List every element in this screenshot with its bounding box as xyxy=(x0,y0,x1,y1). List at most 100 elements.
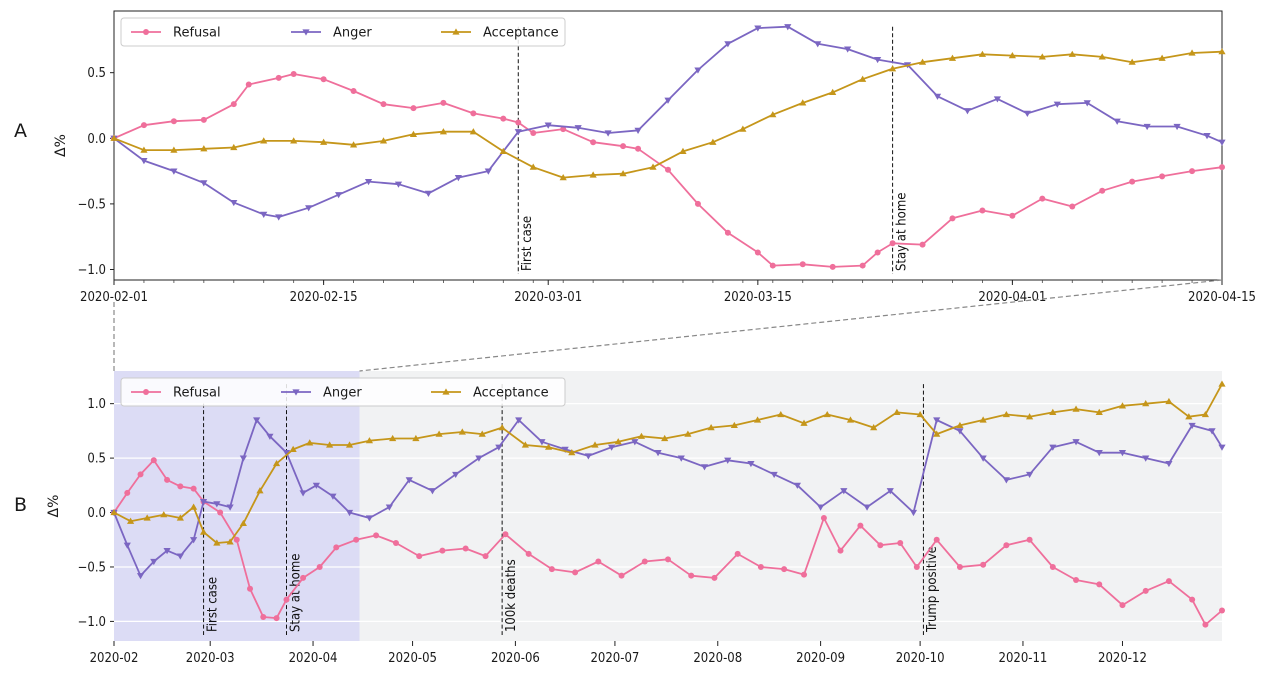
data-point-anger xyxy=(140,157,148,165)
data-point-acceptance xyxy=(846,416,855,423)
event-label: Stay at home xyxy=(894,193,909,271)
data-point-acceptance xyxy=(1095,408,1103,415)
data-point-acceptance xyxy=(1002,410,1010,418)
data-point-refusal xyxy=(333,544,340,551)
data-point-acceptance xyxy=(289,445,297,452)
data-point-refusal xyxy=(1069,203,1076,210)
data-point-acceptance xyxy=(753,416,762,423)
data-point-refusal xyxy=(502,531,509,538)
plot-area xyxy=(114,11,1222,280)
data-point-anger xyxy=(515,417,523,424)
data-point-refusal xyxy=(353,536,360,543)
legend-marker-acceptance xyxy=(452,28,460,35)
data-point-acceptance xyxy=(349,141,358,148)
data-point-refusal xyxy=(350,88,357,95)
data-point-anger xyxy=(170,168,178,175)
data-point-anger xyxy=(385,504,393,511)
data-point-acceptance xyxy=(110,134,118,141)
data-point-refusal xyxy=(290,70,297,77)
data-point-acceptance xyxy=(948,54,957,61)
data-point-anger xyxy=(239,455,247,462)
data-point-refusal xyxy=(150,457,157,464)
data-point-anger xyxy=(484,168,492,175)
data-point-anger xyxy=(190,537,198,544)
data-point-acceptance xyxy=(684,430,692,437)
data-point-acceptance xyxy=(777,410,785,418)
data-point-acceptance xyxy=(1118,402,1127,409)
data-point-refusal xyxy=(1003,542,1010,549)
data-point-acceptance xyxy=(933,430,941,437)
data-point-refusal xyxy=(482,553,489,560)
data-point-refusal xyxy=(829,263,836,270)
data-point-refusal xyxy=(300,574,307,581)
data-point-refusal xyxy=(734,550,741,557)
x-tick-label: 2020-03-15 xyxy=(724,290,792,305)
data-point-anger xyxy=(677,455,685,462)
data-point-refusal xyxy=(595,558,602,565)
data-point-refusal xyxy=(470,110,477,117)
data-point-acceptance xyxy=(870,424,878,431)
data-point-refusal xyxy=(757,563,764,570)
data-point-anger xyxy=(933,417,941,424)
data-point-refusal xyxy=(515,119,522,126)
data-point-refusal xyxy=(275,74,282,81)
data-point-refusal xyxy=(877,542,884,549)
data-point-anger xyxy=(604,130,612,137)
data-point-acceptance xyxy=(176,514,184,521)
data-point-refusal xyxy=(245,81,252,88)
data-point-anger xyxy=(475,455,483,462)
zoom-connector xyxy=(113,279,1223,372)
data-point-acceptance xyxy=(190,503,198,510)
data-point-anger xyxy=(213,501,221,508)
data-point-refusal xyxy=(1159,173,1166,180)
event-label: First case xyxy=(520,216,535,271)
y-tick-label: 0.5 xyxy=(87,452,106,467)
panel-tag: B xyxy=(14,494,27,516)
legend-label-acceptance: Acceptance xyxy=(473,386,549,401)
data-point-acceptance xyxy=(1072,405,1080,412)
data-point-anger xyxy=(454,175,462,182)
data-point-acceptance xyxy=(1165,397,1173,405)
data-point-anger xyxy=(561,446,569,453)
data-point-acceptance xyxy=(739,125,747,132)
data-point-acceptance xyxy=(160,511,168,518)
data-point-acceptance xyxy=(409,130,418,137)
x-tick-label: 2020-02 xyxy=(90,651,139,666)
data-point-refusal xyxy=(913,563,920,570)
data-point-acceptance xyxy=(800,419,808,426)
data-point-refusal xyxy=(897,540,904,547)
data-point-refusal xyxy=(1096,581,1103,588)
data-point-refusal xyxy=(1009,212,1016,219)
data-point-anger xyxy=(514,129,522,136)
y-axis-label: Δ% xyxy=(46,495,62,518)
data-point-anger xyxy=(963,108,972,115)
data-point-acceptance xyxy=(707,424,715,431)
data-point-acceptance xyxy=(126,517,135,524)
y-tick-label: −0.5 xyxy=(78,560,106,575)
data-point-anger xyxy=(863,504,871,511)
data-point-acceptance xyxy=(799,99,807,106)
legend-label-refusal: Refusal xyxy=(173,26,221,41)
data-point-refusal xyxy=(1026,536,1033,543)
data-point-anger xyxy=(1142,455,1150,462)
data-point-refusal xyxy=(500,115,507,122)
x-tick-label: 2020-08 xyxy=(693,651,742,666)
data-point-acceptance xyxy=(1038,53,1046,60)
data-point-acceptance xyxy=(559,174,567,181)
x-tick-label: 2020-04-15 xyxy=(1188,290,1256,305)
data-point-acceptance xyxy=(544,443,553,450)
data-point-acceptance xyxy=(1188,49,1196,56)
x-tick-label: 2020-02-01 xyxy=(80,290,148,305)
data-point-refusal xyxy=(1165,578,1172,585)
data-point-anger xyxy=(544,122,552,129)
data-point-acceptance xyxy=(591,441,599,448)
data-point-anger xyxy=(1025,471,1034,479)
data-point-acceptance xyxy=(458,428,466,435)
data-point-refusal xyxy=(1119,602,1126,609)
data-point-acceptance xyxy=(918,58,927,65)
x-tick-label: 2020-12 xyxy=(1098,651,1147,666)
data-point-acceptance xyxy=(256,487,264,494)
data-point-anger xyxy=(405,477,413,484)
data-point-acceptance xyxy=(1218,48,1226,55)
data-point-refusal xyxy=(1219,607,1225,614)
